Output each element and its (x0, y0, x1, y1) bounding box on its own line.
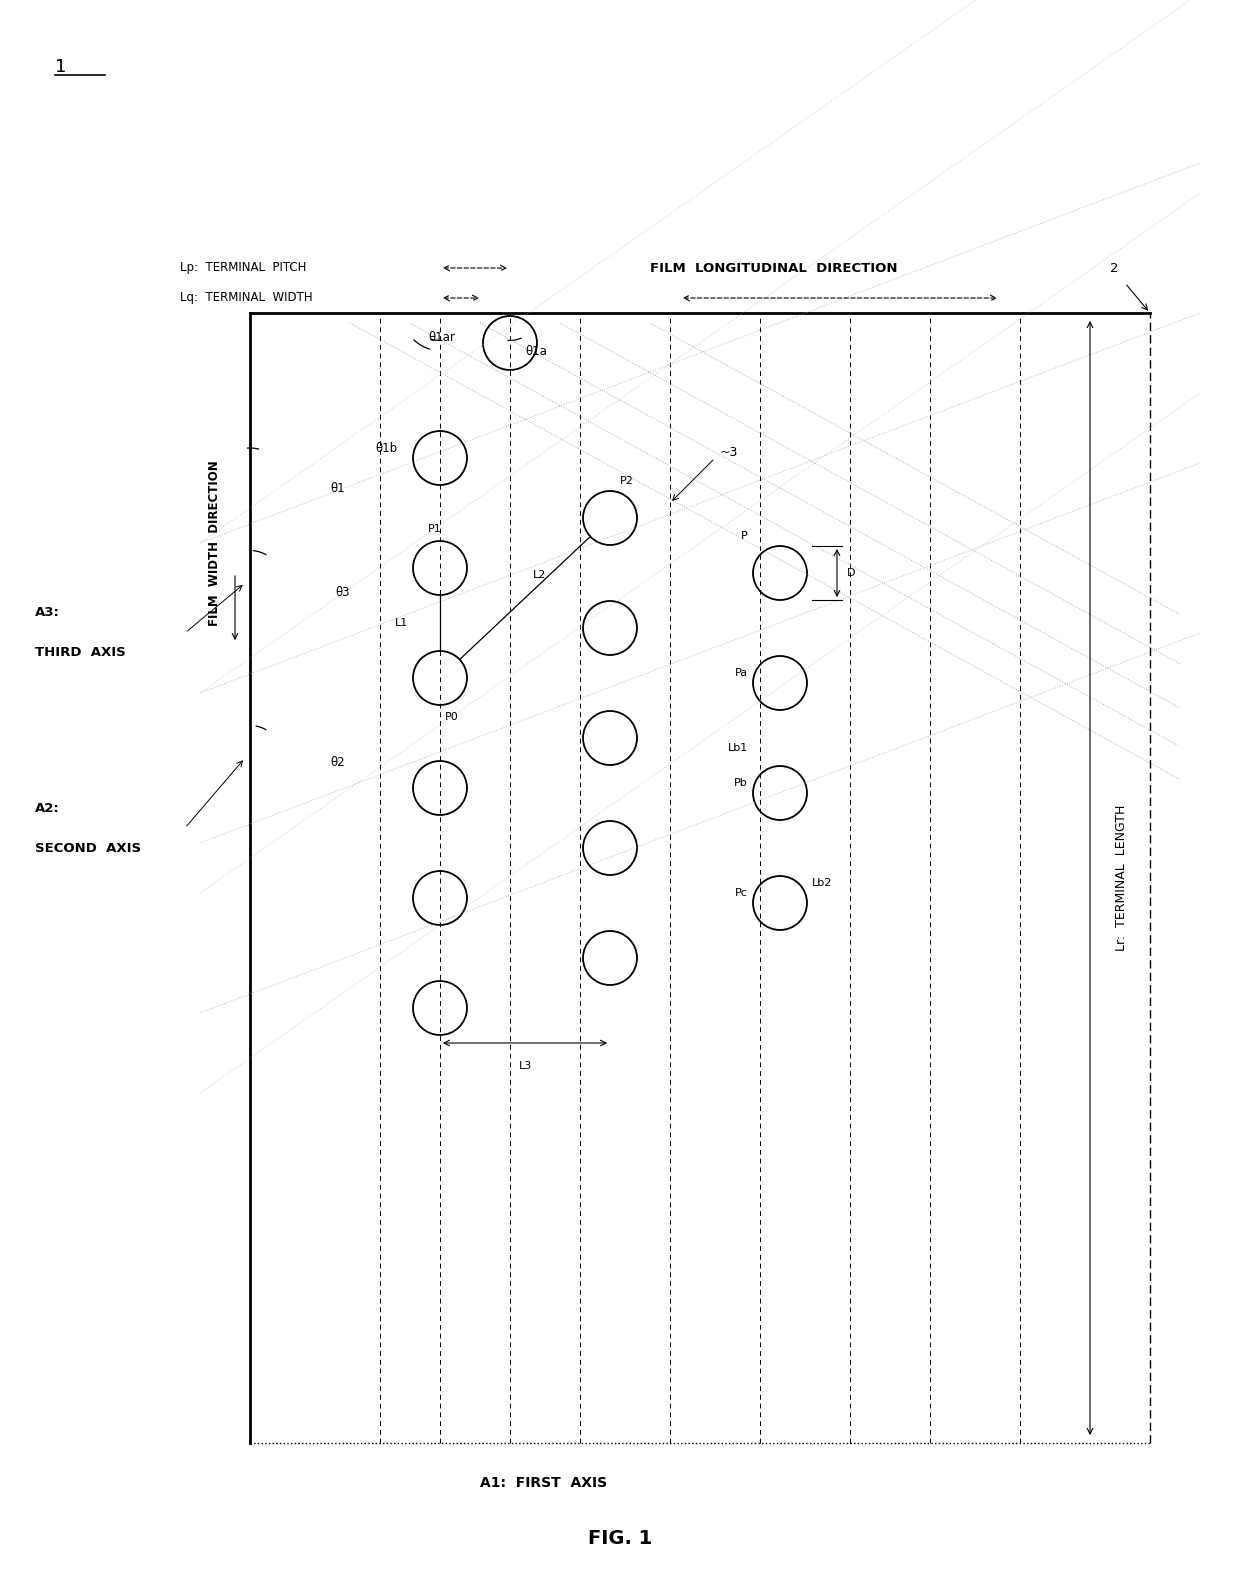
Text: A1:  FIRST  AXIS: A1: FIRST AXIS (480, 1477, 608, 1489)
Text: FILM  WIDTH  DIRECTION: FILM WIDTH DIRECTION (208, 460, 222, 626)
Text: θ3: θ3 (336, 586, 350, 599)
Text: D: D (847, 569, 856, 578)
Text: θ2: θ2 (330, 757, 345, 769)
Text: P: P (742, 530, 748, 542)
Text: Lq:  TERMINAL  WIDTH: Lq: TERMINAL WIDTH (180, 292, 312, 304)
Text: ~3: ~3 (720, 446, 738, 459)
Text: P2: P2 (620, 476, 634, 486)
Text: SECOND  AXIS: SECOND AXIS (35, 841, 141, 854)
Text: θ1a: θ1a (525, 346, 547, 358)
Text: θ1ar: θ1ar (428, 331, 455, 344)
Text: THIRD  AXIS: THIRD AXIS (35, 647, 125, 660)
Text: Lb2: Lb2 (812, 878, 832, 887)
Text: 1: 1 (55, 57, 67, 76)
Text: P0: P0 (445, 712, 459, 722)
Text: L3: L3 (518, 1061, 532, 1070)
Text: 2: 2 (1110, 261, 1118, 274)
Text: Pb: Pb (734, 777, 748, 789)
Text: L1: L1 (394, 618, 408, 628)
Text: FILM  LONGITUDINAL  DIRECTION: FILM LONGITUDINAL DIRECTION (650, 261, 898, 274)
Text: Pa: Pa (735, 667, 748, 679)
Text: Pc: Pc (735, 887, 748, 898)
Text: Lr:  TERMINAL  LENGTH: Lr: TERMINAL LENGTH (1115, 804, 1128, 951)
Text: L2: L2 (533, 570, 547, 580)
Text: Lb1: Lb1 (728, 742, 748, 753)
Text: FIG. 1: FIG. 1 (588, 1529, 652, 1547)
Text: Lp:  TERMINAL  PITCH: Lp: TERMINAL PITCH (180, 261, 306, 274)
Text: θ1: θ1 (330, 481, 345, 494)
Text: θ1b: θ1b (374, 441, 397, 454)
Text: A3:: A3: (35, 607, 60, 620)
Text: P1: P1 (428, 524, 441, 534)
Text: A2:: A2: (35, 801, 60, 814)
